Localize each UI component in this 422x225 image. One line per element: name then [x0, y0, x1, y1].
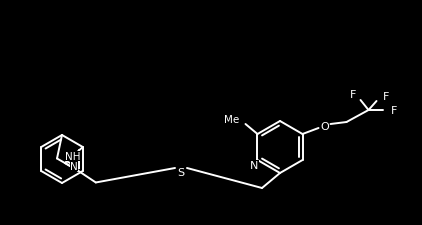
- Text: O: O: [320, 122, 329, 131]
- Text: S: S: [177, 167, 184, 177]
- Text: F: F: [350, 90, 357, 99]
- Text: F: F: [390, 106, 397, 115]
- Text: F: F: [382, 92, 389, 101]
- Text: N: N: [250, 160, 259, 170]
- Text: Me: Me: [224, 115, 239, 124]
- Text: N: N: [70, 161, 78, 171]
- Text: NH: NH: [65, 152, 81, 162]
